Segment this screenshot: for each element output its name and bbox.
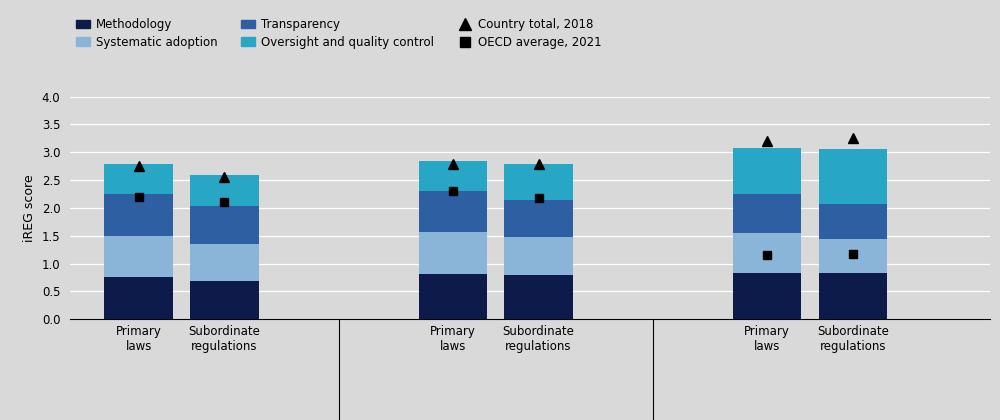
Bar xyxy=(104,164,173,194)
Bar xyxy=(819,204,887,239)
Bar xyxy=(733,234,801,273)
Bar xyxy=(190,206,259,244)
Bar xyxy=(504,164,573,200)
Bar xyxy=(104,236,173,278)
Y-axis label: iREG score: iREG score xyxy=(23,174,36,242)
Bar xyxy=(504,275,573,319)
Bar xyxy=(104,278,173,319)
Bar xyxy=(419,274,487,319)
Bar xyxy=(104,194,173,236)
Bar xyxy=(819,273,887,319)
Bar xyxy=(419,160,487,191)
Bar xyxy=(419,191,487,232)
Bar xyxy=(819,150,887,204)
Bar xyxy=(190,281,259,319)
Bar xyxy=(504,237,573,275)
Bar xyxy=(733,273,801,319)
Bar xyxy=(819,239,887,273)
Bar xyxy=(419,232,487,274)
Bar xyxy=(733,148,801,194)
Bar xyxy=(504,200,573,237)
Bar xyxy=(733,194,801,234)
Bar xyxy=(190,244,259,281)
Legend: Methodology, Systematic adoption, Transparency, Oversight and quality control, C: Methodology, Systematic adoption, Transp… xyxy=(76,18,602,49)
Bar xyxy=(190,175,259,206)
